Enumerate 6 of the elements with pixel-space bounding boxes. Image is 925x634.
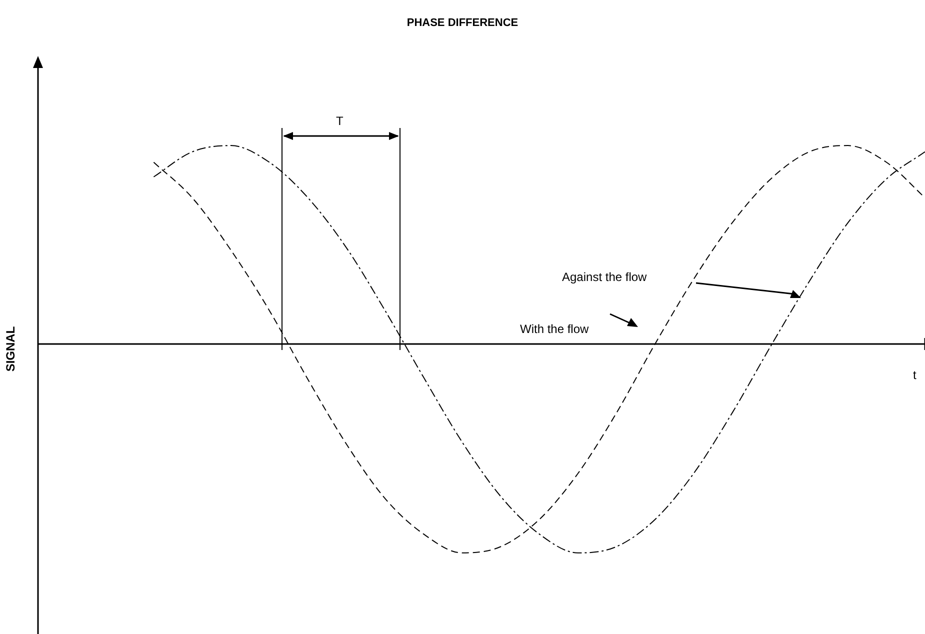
chart-title: PHASE DIFFERENCE bbox=[406, 17, 520, 29]
annotation: Against the flow bbox=[562, 270, 647, 284]
y-axis-title: SIGNAL bbox=[4, 326, 18, 372]
annotation: With the flow bbox=[520, 322, 589, 336]
text: T bbox=[336, 114, 344, 128]
x-axis-title: t bbox=[913, 368, 916, 382]
